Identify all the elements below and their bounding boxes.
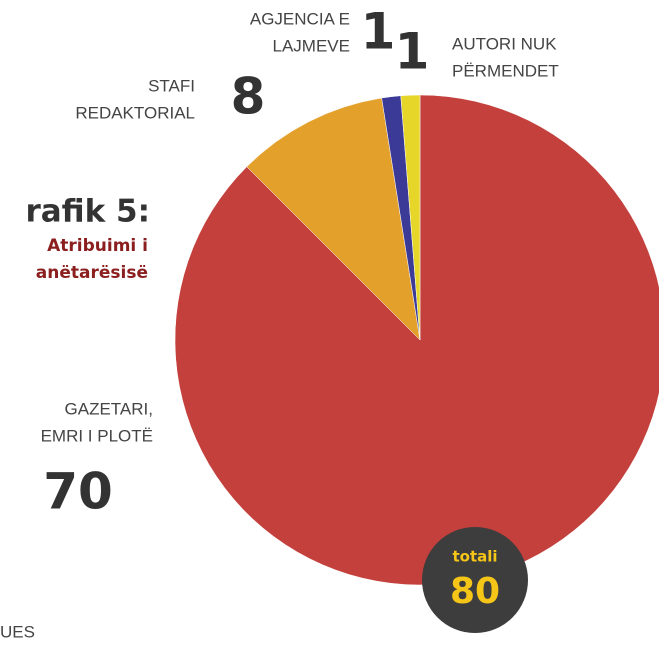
slice-label: AUTORI NUK (452, 34, 557, 53)
total-label: totali (452, 548, 497, 566)
total-value: 80 (450, 571, 500, 612)
chart-subtitle: anëtarësisë (36, 263, 148, 283)
chart-title: rafik 5: (25, 194, 150, 230)
slice-label: EMRI I PLOTË (41, 426, 153, 445)
slice-label: GAZETARI, (65, 399, 153, 418)
pie-slice (246, 97, 421, 341)
footer: UES (0, 622, 35, 641)
value-label: 8 (231, 68, 266, 126)
slice-label: LAJMEVE (273, 36, 350, 55)
slice-label: AGJENCIA E (250, 9, 350, 28)
value-label: 1 (395, 23, 430, 81)
slice-label: REDAKTORIAL (75, 103, 195, 122)
value-label: 1 (361, 3, 396, 61)
total-badge (422, 527, 528, 633)
chart-subtitle: Atribuimi i (47, 236, 148, 256)
pie-slice (400, 94, 421, 341)
slice-label: STAFI (148, 76, 195, 95)
slice-label: PËRMENDET (452, 61, 559, 80)
value-label: 70 (43, 463, 113, 521)
